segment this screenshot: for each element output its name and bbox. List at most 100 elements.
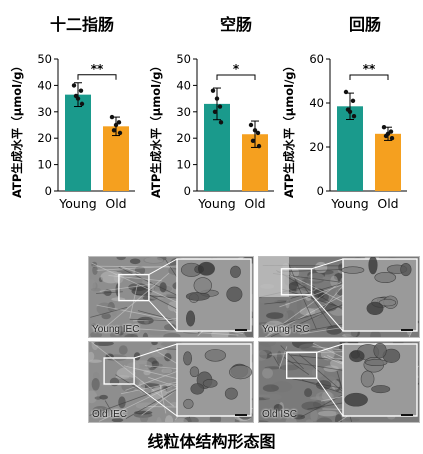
- membrane: [283, 356, 310, 375]
- significance-bracket: [77, 74, 117, 80]
- organelle: [321, 303, 337, 312]
- membrane: [264, 301, 287, 305]
- significance-bracket: [216, 74, 256, 80]
- organelle: [163, 332, 181, 337]
- organelle: [156, 417, 162, 422]
- mitochondrion: [190, 383, 205, 395]
- organelle: [298, 343, 321, 352]
- data-point: [116, 120, 122, 125]
- zoom-line: [311, 294, 344, 332]
- y-tick-label: 0: [184, 184, 191, 198]
- micrograph-young-isc: Young ISC: [258, 256, 420, 338]
- mitochondrion: [226, 286, 243, 302]
- mitochondrion: [183, 351, 193, 366]
- zoom-line: [311, 258, 344, 270]
- organelle: [311, 366, 325, 378]
- organelle: [90, 287, 101, 292]
- micrograph-old-iec: Old IEC: [88, 341, 254, 423]
- zoom-line: [316, 343, 344, 353]
- organelle: [164, 415, 174, 422]
- organelle: [94, 396, 102, 400]
- membrane: [132, 328, 239, 336]
- mitochondrion: [373, 342, 387, 359]
- figure-caption: 线粒体结构形态图: [147, 432, 276, 451]
- mitochondrion: [202, 379, 218, 388]
- y-tick-label: 10: [176, 158, 191, 172]
- membrane: [288, 263, 317, 330]
- organelle: [118, 345, 128, 355]
- zoom-line: [316, 377, 344, 417]
- data-point: [212, 109, 218, 115]
- organelle: [370, 330, 381, 337]
- organelle: [262, 367, 273, 379]
- organelle: [129, 258, 141, 265]
- micrograph-young-isc-image: [259, 257, 419, 337]
- membrane: [104, 400, 116, 418]
- y-tick-label: 50: [37, 52, 52, 66]
- data-point: [250, 138, 256, 144]
- y-tick-label: 10: [37, 158, 52, 172]
- significance-label: **: [91, 62, 104, 76]
- y-tick-label: 50: [176, 52, 191, 66]
- organelle: [115, 374, 130, 379]
- bar-old: [375, 133, 401, 191]
- data-point: [255, 130, 261, 136]
- zoom-box: [285, 351, 318, 379]
- micrograph-old-isc: Old ISC: [258, 341, 420, 423]
- bar-old: [103, 126, 129, 191]
- zoom-line: [133, 383, 178, 417]
- organelle: [279, 364, 299, 371]
- membrane: [108, 275, 162, 282]
- data-point: [347, 109, 353, 115]
- organelle: [93, 342, 114, 347]
- micrograph-old-iec-label: Old IEC: [92, 409, 128, 420]
- data-point: [248, 122, 254, 128]
- organelle: [296, 298, 302, 312]
- data-point: [218, 120, 224, 125]
- organelle: [90, 331, 103, 337]
- organelle: [262, 393, 282, 401]
- y-tick-label: 20: [37, 131, 52, 145]
- organelle: [318, 410, 339, 417]
- micrograph-old-iec-image: [89, 342, 253, 422]
- membrane: [99, 283, 154, 292]
- micrograph-young-iec-image: [89, 257, 253, 337]
- mitochondrion: [204, 349, 226, 362]
- mitochondrion: [189, 366, 200, 378]
- organelle: [326, 325, 342, 335]
- data-point: [385, 131, 391, 136]
- organelle: [164, 353, 172, 362]
- membrane: [159, 384, 167, 414]
- micrograph-young-isc-label: Young ISC: [262, 324, 310, 335]
- zoom-line: [148, 258, 178, 276]
- membrane: [137, 310, 174, 321]
- organelle: [116, 325, 125, 336]
- organelle: [131, 360, 153, 370]
- chart-1: 空肠 ATP生成水平（μmol/g） 0 10 20 30 40 50 Young Old *: [149, 15, 274, 211]
- mitochondrion: [371, 385, 391, 394]
- y-tick-label: 40: [176, 78, 191, 92]
- y-tick-label: 40: [309, 96, 324, 110]
- data-point: [351, 114, 357, 119]
- y-axis-label: ATP生成水平（μmol/g）: [10, 60, 24, 198]
- chart-title: 空肠: [220, 15, 252, 34]
- mitochondrion: [344, 392, 368, 407]
- organelle: [259, 350, 268, 361]
- mitochondrion: [366, 301, 384, 316]
- organelle: [100, 270, 122, 284]
- data-point: [78, 88, 84, 93]
- organelle: [290, 267, 300, 278]
- organelle: [276, 350, 282, 364]
- y-tick-label: 60: [309, 52, 324, 66]
- scale-bar: [235, 414, 247, 416]
- x-tick-label: Old: [105, 196, 126, 211]
- y-tick-label: 30: [176, 105, 191, 119]
- bar-young: [337, 106, 363, 191]
- organelle: [266, 312, 284, 320]
- membrane: [129, 284, 138, 319]
- data-point: [217, 104, 223, 109]
- data-point: [111, 128, 117, 133]
- organelle: [151, 386, 167, 400]
- data-point: [381, 125, 387, 130]
